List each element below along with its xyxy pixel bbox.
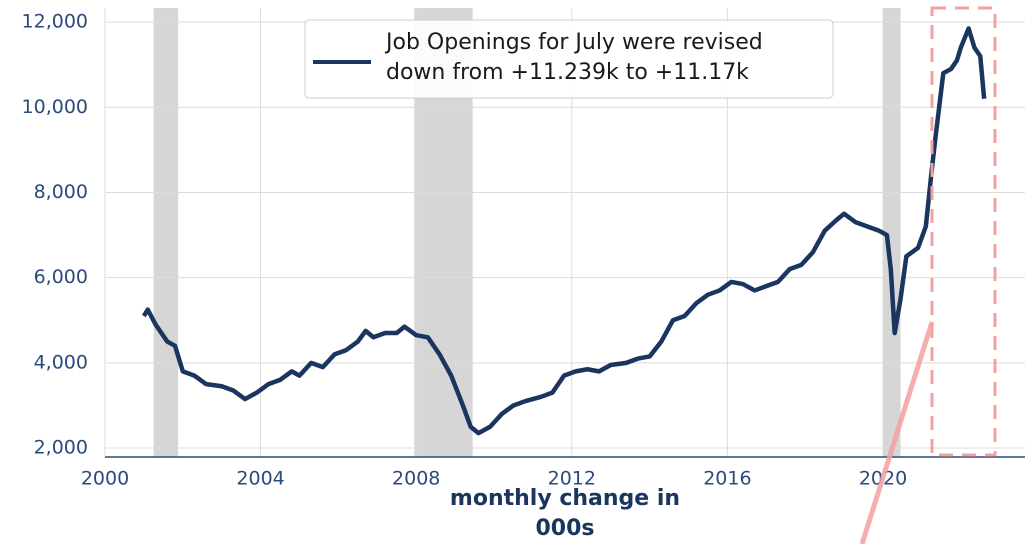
y-tick-label: 2,000 <box>34 437 88 459</box>
x-tick-label: 2004 <box>236 468 284 490</box>
x-axis-label: monthly change in 000s <box>449 486 681 541</box>
highlight-box <box>930 6 997 457</box>
x-tick-label: 2008 <box>392 468 440 490</box>
legend-label: Job Openings for July were revised down … <box>386 30 763 85</box>
recession-band <box>153 8 179 457</box>
annotation-arrow <box>859 321 935 544</box>
data-line <box>141 26 987 436</box>
y-tick-label: 4,000 <box>34 351 88 373</box>
x-tick-label: 2000 <box>81 468 129 490</box>
y-tick-label: 10,000 <box>22 96 88 118</box>
legend-box <box>304 19 834 99</box>
y-tick-label: 8,000 <box>34 181 88 203</box>
x-tick-label: 2016 <box>703 468 751 490</box>
recession-band <box>883 8 901 457</box>
y-tick-label: 12,000 <box>22 11 88 33</box>
y-tick-label: 6,000 <box>34 266 88 288</box>
x-tick-label: 2012 <box>548 468 596 490</box>
